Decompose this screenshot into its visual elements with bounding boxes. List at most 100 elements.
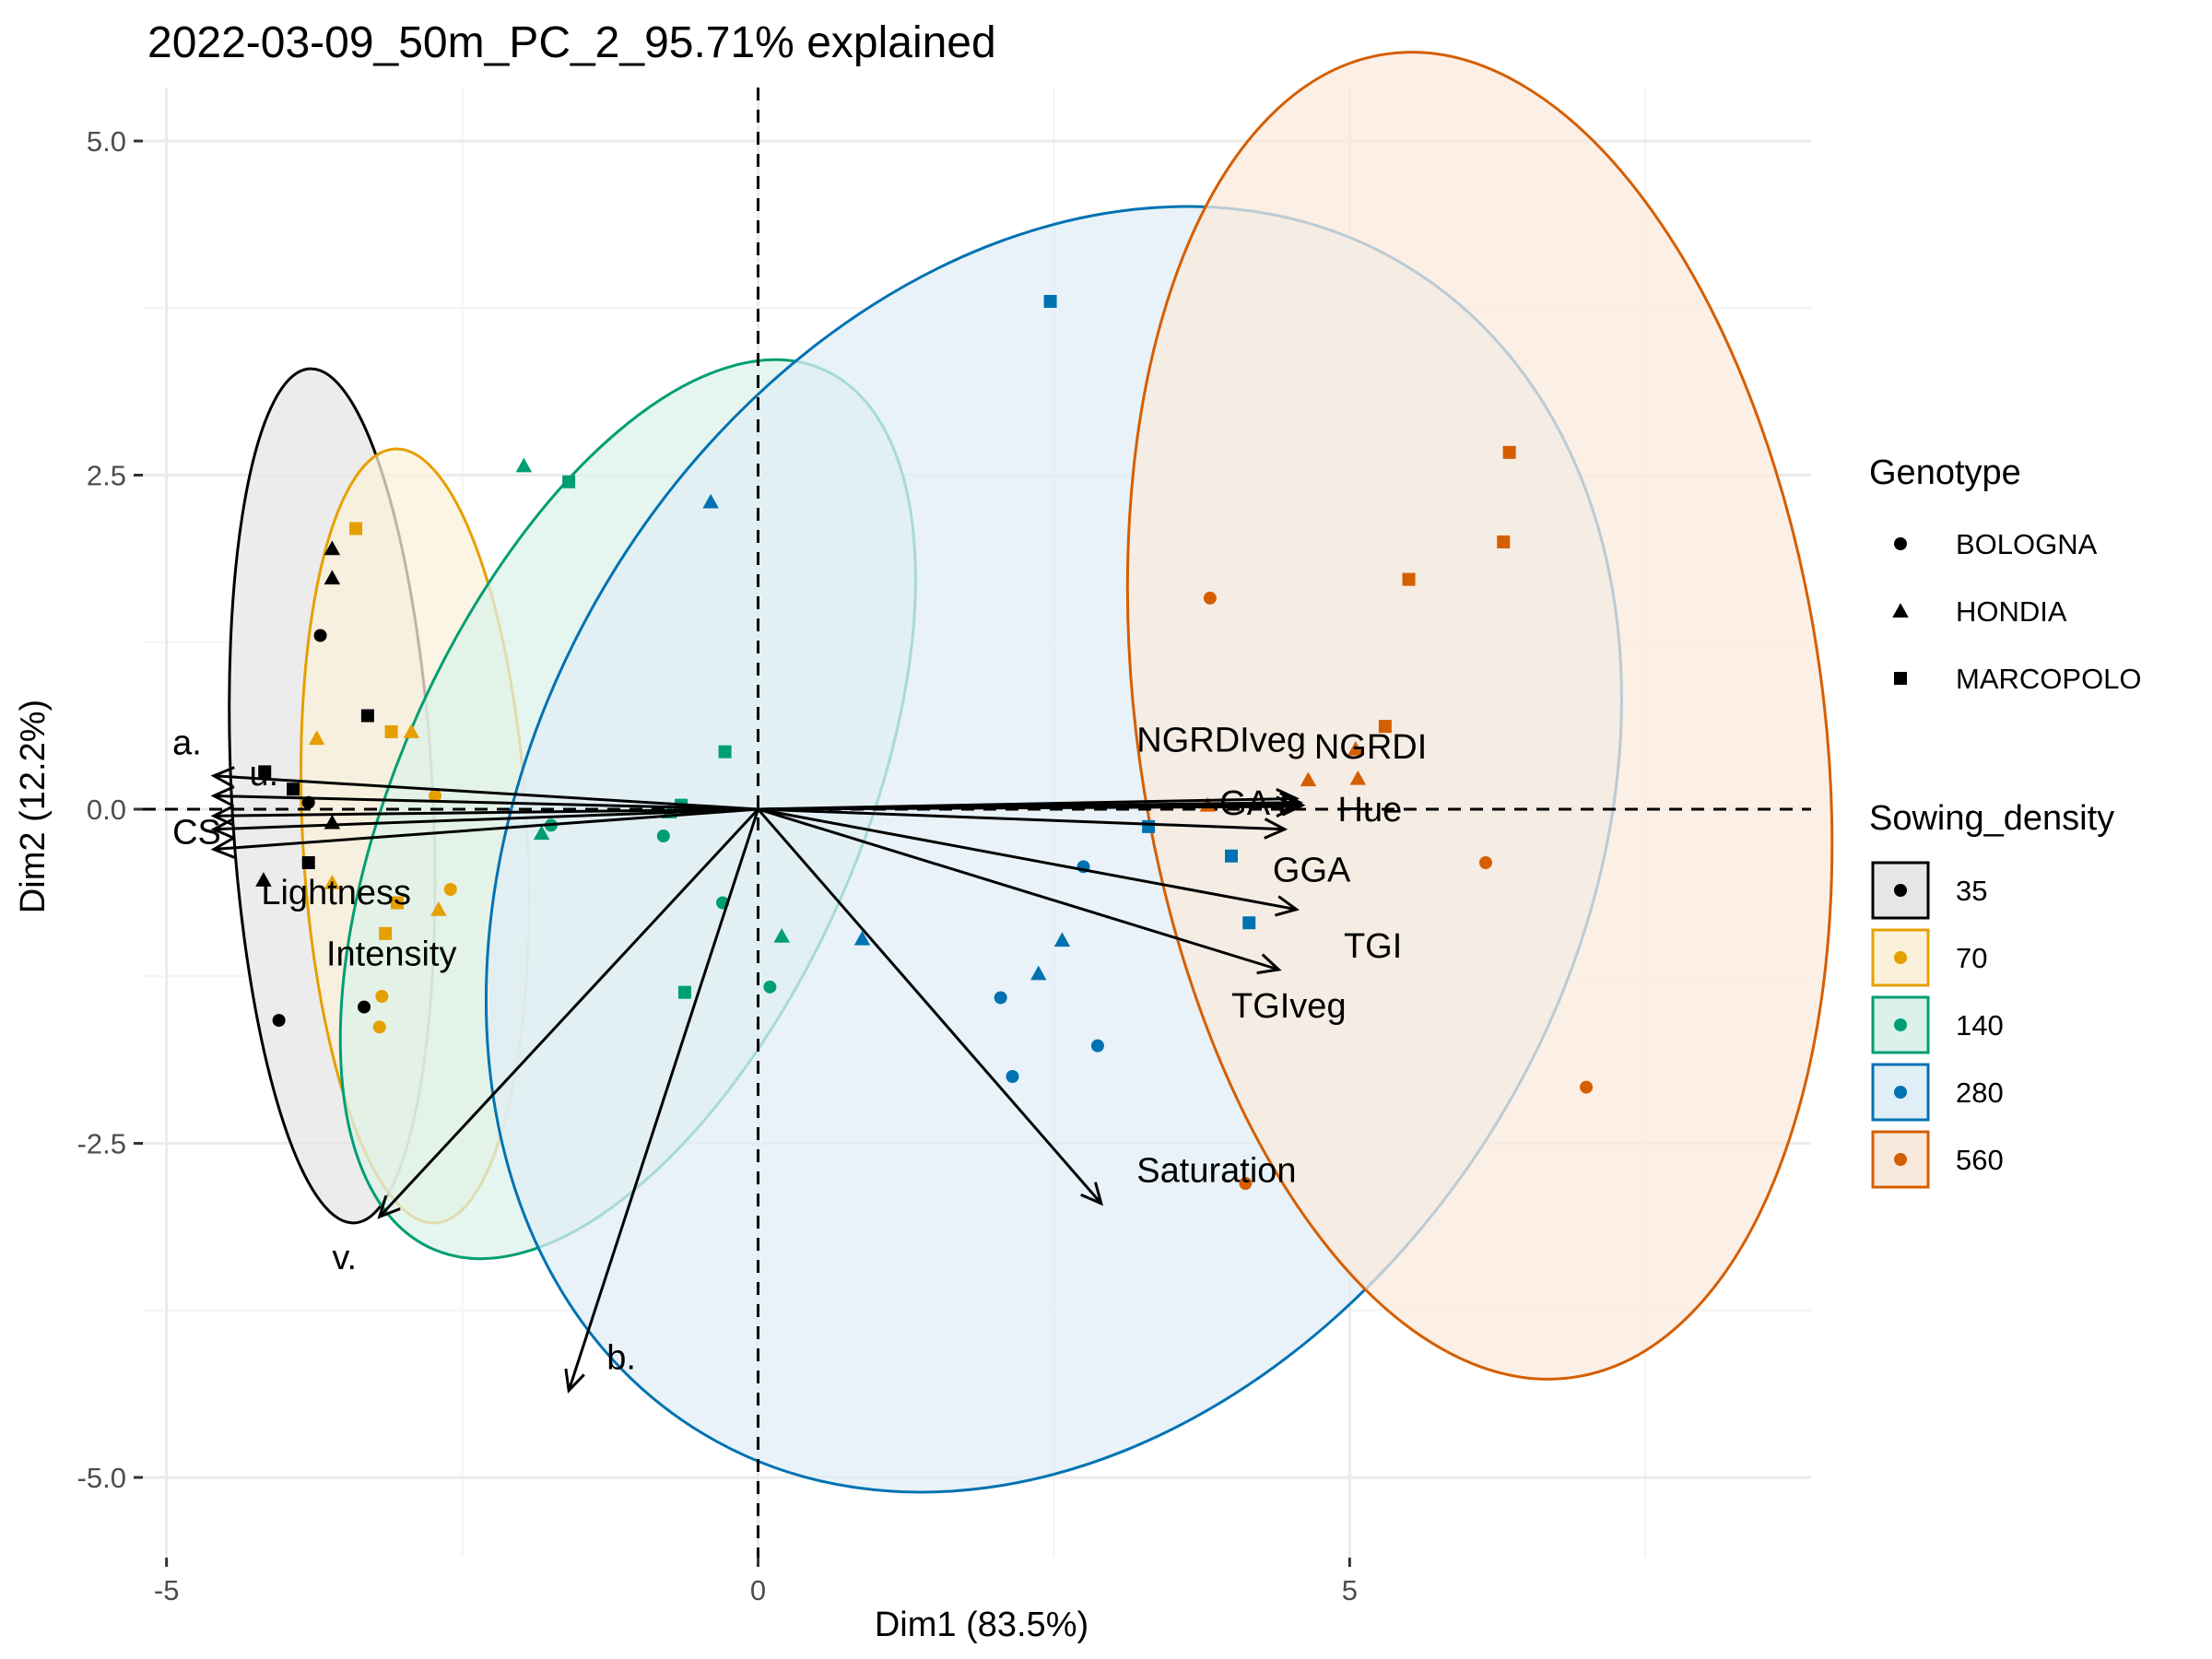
legend-key-density-point	[1894, 951, 1907, 964]
variable-label: TGI	[1344, 927, 1402, 966]
data-point	[656, 830, 670, 842]
data-point	[533, 825, 550, 841]
legend-key-genotype	[1894, 537, 1907, 550]
variable-arrow-line	[758, 807, 1285, 831]
data-point	[324, 570, 341, 585]
x-tick-label: 0	[750, 1574, 766, 1606]
data-point	[301, 856, 315, 869]
data-point	[372, 1020, 386, 1034]
variable-arrow-head	[1276, 795, 1300, 818]
variable-arrow-line	[378, 807, 759, 1218]
variable-label: TGIveg	[1231, 987, 1347, 1026]
data-point	[853, 930, 871, 946]
data-point	[324, 875, 341, 889]
y-axis-title: Dim2 (12.2%)	[14, 700, 53, 913]
data-point	[360, 709, 374, 723]
legend-label-density: 35	[1956, 875, 1987, 907]
legend-key-density-point	[1894, 884, 1907, 897]
data-point	[1580, 1080, 1594, 1094]
data-point	[403, 724, 420, 738]
data-point	[1043, 295, 1057, 308]
data-point	[1224, 849, 1238, 863]
data-point	[702, 493, 719, 509]
legend-key-density-point	[1894, 1153, 1907, 1166]
legend-label-genotype: BOLOGNA	[1956, 528, 2098, 560]
variable-arrow-head	[377, 1194, 401, 1219]
y-tick-label: 2.5	[87, 460, 126, 492]
data-point	[515, 457, 533, 473]
x-tick-label: -5	[154, 1574, 180, 1606]
variable-arrow-head	[1256, 953, 1282, 975]
legend-key-density-point	[1894, 1018, 1907, 1031]
data-point	[763, 980, 777, 994]
data-point	[390, 896, 404, 910]
data-point	[1142, 819, 1156, 833]
data-point	[1030, 965, 1047, 981]
variable-label: a.	[172, 724, 202, 763]
variable-arrows: a. u. CS Lightness Intensity v. b. NGRDIveg NGRD…	[172, 722, 1427, 1394]
data-point	[1402, 572, 1416, 586]
y-tick-label: 5.0	[87, 125, 126, 158]
data-point	[773, 928, 790, 943]
data-point	[324, 540, 341, 556]
variable-arrow-line	[758, 807, 1297, 912]
legend-key-genotype	[1894, 672, 1907, 685]
legend-label-genotype: MARCOPOLO	[1956, 663, 2142, 695]
y-tick-label: -2.5	[77, 1128, 126, 1160]
variable-label: GGA	[1273, 851, 1351, 889]
variable-label: Hue	[1338, 791, 1403, 830]
variable-arrow-line	[213, 807, 759, 851]
data-point	[272, 1014, 286, 1028]
y-tick-label: 0.0	[87, 794, 126, 826]
data-point	[1378, 720, 1392, 734]
legend-label-density: 140	[1956, 1009, 2004, 1041]
data-point	[430, 901, 447, 916]
data-point	[349, 522, 363, 535]
x-axis-title: Dim1 (83.5%)	[875, 1606, 1088, 1644]
legend-title-genotype: Genotype	[1869, 453, 2021, 492]
variable-arrow-line	[214, 807, 759, 818]
data-point	[677, 985, 691, 999]
y-tick-label: -5.0	[77, 1462, 126, 1494]
legend-key-density-point	[1894, 1086, 1907, 1099]
data-point	[308, 730, 325, 746]
legend-label-density: 70	[1956, 942, 1987, 974]
data-point	[1347, 741, 1364, 756]
data-point	[313, 629, 327, 642]
ellipses-layer	[228, 51, 1834, 1494]
variable-label: GA	[1219, 784, 1271, 823]
data-point	[429, 789, 442, 803]
legend-sowing-density-entries: 35 70 140 280 560	[1871, 861, 2004, 1189]
data-point	[994, 991, 1007, 1005]
chart-title: 2022-03-09_50m_PC_2_95.71% explained	[147, 18, 996, 67]
data-point	[1497, 535, 1511, 548]
variable-arrow-line	[213, 774, 759, 811]
legend-title-sowing-density: Sowing_density	[1869, 799, 2114, 838]
data-point	[562, 475, 576, 488]
data-point	[375, 990, 389, 1003]
variable-arrow-head	[210, 766, 235, 788]
variable-label: NGRDI	[1314, 728, 1427, 767]
data-point	[443, 883, 457, 896]
data-point	[718, 745, 732, 759]
data-point	[384, 724, 398, 738]
data-point	[358, 1000, 371, 1014]
data-point	[1242, 916, 1256, 930]
variable-arrow-head	[1275, 895, 1300, 917]
legend: Genotype BOLOGNA HONDIA MARCOPOLO Sowing_d…	[1869, 453, 2142, 1189]
variable-arrow-head	[1264, 818, 1288, 840]
data-point	[1203, 591, 1217, 605]
data-point	[1300, 771, 1317, 787]
variable-label: b.	[606, 1339, 636, 1378]
legend-label-genotype: HONDIA	[1956, 595, 2067, 628]
variable-arrow-head	[1080, 1182, 1104, 1206]
data-point	[379, 926, 393, 940]
data-point	[258, 765, 272, 779]
variable-arrow-head	[210, 805, 235, 827]
data-point	[1053, 932, 1071, 947]
variable-label: Saturation	[1136, 1152, 1296, 1191]
data-point	[1478, 856, 1492, 869]
variable-label: u.	[250, 755, 279, 794]
variable-arrow-head	[210, 785, 235, 807]
